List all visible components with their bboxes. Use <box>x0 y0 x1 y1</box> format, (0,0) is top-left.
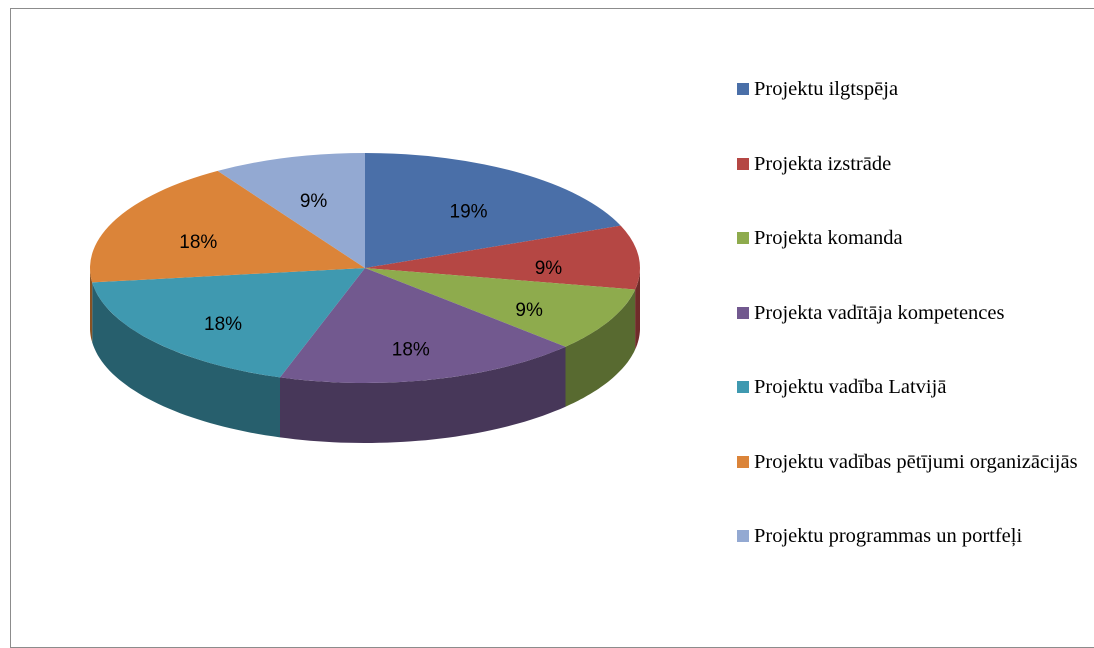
legend-item: Projektu programmas un portfeļi <box>737 521 1087 551</box>
legend-item: Projektu vadības pētījumi organizācijās <box>737 447 1087 477</box>
legend-item: Projekta vadītāja kompetences <box>737 298 1087 328</box>
data-label: 19% <box>450 201 488 222</box>
legend-swatch <box>737 157 749 170</box>
data-label: 9% <box>535 258 563 279</box>
legend-item: Projektu vadība Latvijā <box>737 372 1087 402</box>
data-label: 18% <box>179 232 217 253</box>
legend-swatch <box>737 381 749 393</box>
slice <box>365 268 636 347</box>
slice-side <box>90 268 93 343</box>
legend-label: Projektu ilgtspēja <box>754 78 899 100</box>
legend-label: Projekta komanda <box>754 227 903 249</box>
data-label: 9% <box>515 300 543 321</box>
data-label: 18% <box>392 340 430 361</box>
legend-swatch <box>737 530 749 542</box>
legend-item: Projekta komanda <box>737 223 1087 253</box>
slice <box>90 170 365 283</box>
slice-side <box>280 346 566 443</box>
chart: 19% 9% 9% 18% 18% 18% 9% <box>90 153 641 443</box>
slice-side <box>92 282 280 438</box>
slice <box>365 153 621 268</box>
legend-label: Projektu vadība Latvijā <box>754 376 947 398</box>
legend-label: Projekta vadītāja kompetences <box>754 301 1005 324</box>
slice <box>217 153 365 268</box>
slice <box>365 225 641 290</box>
legend-label: Projektu vadības pētījumi organizācijās <box>754 450 1078 473</box>
slice-side <box>565 289 636 407</box>
legend-label: Projekta izstrāde <box>754 152 892 175</box>
data-label: 18% <box>204 314 242 335</box>
pie-sides <box>90 268 640 443</box>
slice-side <box>635 268 640 350</box>
legend-item: Projekta izstrāde <box>737 149 1087 179</box>
legend-item: Projektu ilgtspēja <box>737 74 1087 104</box>
legend-swatch <box>737 455 749 468</box>
legend-swatch <box>737 83 749 95</box>
legend-swatch <box>737 232 749 244</box>
data-label: 9% <box>300 191 328 212</box>
legend-swatch <box>737 306 749 319</box>
slice <box>280 268 566 383</box>
slice <box>92 268 365 378</box>
legend-label: Projektu programmas un portfeļi <box>754 525 1023 547</box>
